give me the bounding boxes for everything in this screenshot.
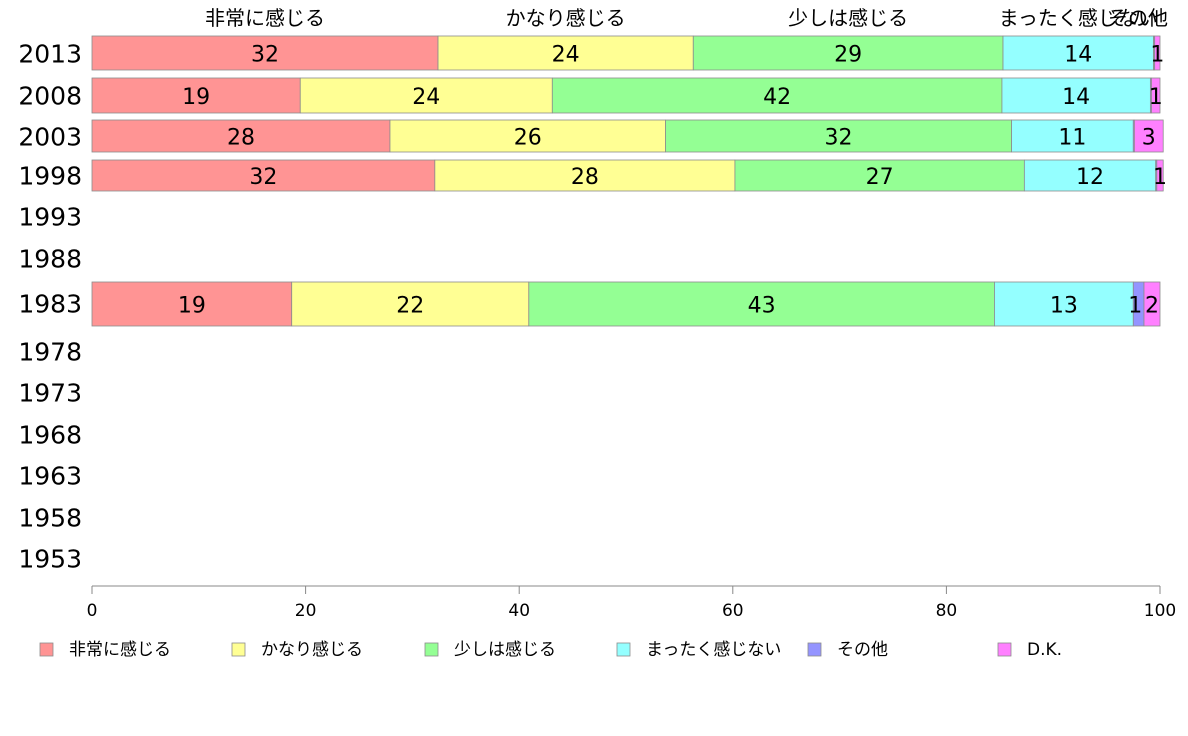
y-tick-label-1963: 1963	[18, 462, 82, 491]
y-tick-label-2008: 2008	[18, 82, 82, 111]
legend-label-0: 非常に感じる	[69, 640, 171, 660]
y-tick-label-2003: 2003	[18, 123, 82, 152]
bar-label-2008-series-3: 14	[1062, 85, 1090, 110]
bar-label-1998-series-0: 32	[249, 165, 277, 190]
bar-2008-series-3	[1001, 77, 1151, 114]
bar-label-2003-series-5: 3	[1142, 126, 1156, 151]
bar-label-1983-series-5: 2	[1145, 294, 1159, 319]
legend-swatch-5	[997, 642, 1012, 657]
bar-2003-series-0	[91, 119, 391, 153]
top-label-0: 非常に感じる	[205, 6, 325, 30]
y-tick-label-1993: 1993	[18, 203, 82, 232]
y-tick-label-1998: 1998	[18, 162, 82, 191]
bar-2013-series-2	[692, 35, 1004, 71]
x-tick-label-100: 100	[1144, 601, 1176, 621]
bar-2013-series-0	[91, 35, 439, 71]
bar-1983-series-3	[994, 281, 1134, 327]
y-tick-label-2013: 2013	[18, 40, 82, 69]
bar-1998-series-2	[734, 159, 1025, 192]
legend-label-2: 少しは感じる	[454, 640, 556, 660]
legend-label-3: まったく感じない	[646, 640, 781, 660]
y-tick-label-1978: 1978	[18, 338, 82, 367]
bar-label-1983-series-2: 43	[748, 294, 776, 319]
bar-label-2013-series-0: 32	[251, 43, 279, 68]
bar-label-1998-series-5: 1	[1153, 165, 1167, 190]
y-tick-label-1958: 1958	[18, 504, 82, 533]
y-tick-label-1953: 1953	[18, 545, 82, 574]
bar-2013-series-1	[437, 35, 694, 71]
bar-label-2003-series-3: 11	[1058, 126, 1086, 151]
bar-label-1983-series-0: 19	[178, 294, 206, 319]
bar-2008-series-0	[91, 77, 301, 114]
bar-2003-series-5	[1133, 119, 1164, 153]
legend-swatch-3	[616, 642, 631, 657]
bar-2008-series-5	[1151, 77, 1161, 114]
bar-2008-series-2	[551, 77, 1003, 114]
bar-label-1983-series-4: 1	[1128, 294, 1142, 319]
bar-label-2008-series-1: 24	[412, 85, 440, 110]
x-tick-label-40: 40	[508, 601, 530, 621]
top-label-4: その他	[1108, 6, 1168, 30]
bar-label-2013-series-2: 29	[834, 43, 862, 68]
bar-label-1983-series-1: 22	[396, 294, 424, 319]
top-label-3: まったく感じない	[999, 6, 1158, 30]
bar-1983-series-5	[1143, 281, 1161, 327]
bar-2003-series-1	[389, 119, 666, 153]
legend-label-5: D.K.	[1027, 640, 1062, 660]
legend-swatch-2	[424, 642, 439, 657]
x-tick-label-80: 80	[936, 601, 958, 621]
x-tick-label-0: 0	[87, 601, 98, 621]
bar-label-2003-series-1: 26	[514, 126, 542, 151]
bar-1983-series-1	[291, 281, 530, 327]
bar-2013-series-5	[1154, 35, 1161, 71]
x-tick-label-60: 60	[722, 601, 744, 621]
legend-label-1: かなり感じる	[261, 640, 363, 660]
bar-label-2003-series-0: 28	[227, 126, 255, 151]
y-tick-label-1973: 1973	[18, 379, 82, 408]
bar-1998-series-5	[1156, 159, 1164, 192]
legend-swatch-0	[39, 642, 54, 657]
bar-label-2013-series-1: 24	[552, 43, 580, 68]
bar-2003-series-3	[1011, 119, 1134, 153]
legend-swatch-1	[231, 642, 246, 657]
bar-label-2013-series-3: 14	[1064, 43, 1092, 68]
y-tick-label-1988: 1988	[18, 245, 82, 274]
bar-label-2008-series-2: 42	[763, 85, 791, 110]
y-tick-label-1968: 1968	[18, 421, 82, 450]
bar-2013-series-3	[1002, 35, 1154, 71]
bar-1998-series-1	[434, 159, 736, 192]
legend-label-4: その他	[837, 640, 888, 660]
bar-label-2013-series-5: 1	[1150, 43, 1164, 68]
bar-label-1998-series-3: 12	[1076, 165, 1104, 190]
bar-label-2008-series-5: 1	[1149, 85, 1163, 110]
x-tick-label-20: 20	[295, 601, 317, 621]
y-tick-label-1983: 1983	[18, 290, 82, 319]
bar-2003-series-2	[665, 119, 1012, 153]
bar-label-2003-series-2: 32	[825, 126, 853, 151]
bar-label-2008-series-0: 19	[182, 85, 210, 110]
bar-1998-series-0	[91, 159, 436, 192]
top-label-2: 少しは感じる	[788, 6, 908, 30]
legend-swatch-4	[807, 642, 822, 657]
bar-label-1998-series-1: 28	[571, 165, 599, 190]
bar-label-1983-series-3: 13	[1050, 294, 1078, 319]
bar-2008-series-1	[299, 77, 553, 114]
top-label-1: かなり感じる	[506, 6, 626, 30]
bar-label-1998-series-2: 27	[866, 165, 894, 190]
